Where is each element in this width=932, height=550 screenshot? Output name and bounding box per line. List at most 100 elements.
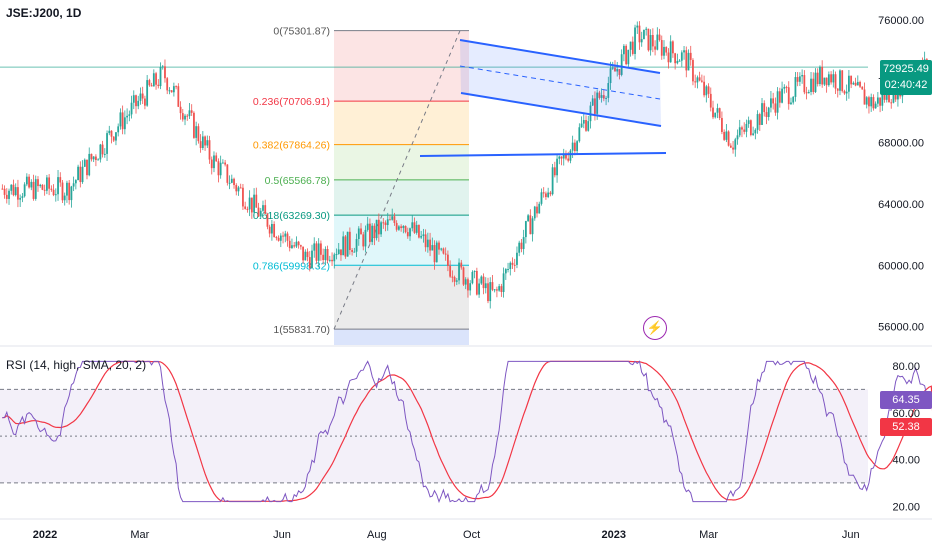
- candle-body: [108, 130, 111, 134]
- candle-body: [150, 85, 153, 87]
- candle-body: [155, 73, 157, 85]
- candle-body: [186, 115, 189, 117]
- candle-body: [854, 82, 857, 86]
- fib-zone-extension: [334, 329, 469, 345]
- candle-body: [467, 279, 469, 291]
- candle-body: [578, 127, 581, 142]
- candle-body: [618, 69, 621, 75]
- candle-body: [756, 114, 759, 130]
- candle-body: [447, 254, 449, 266]
- candle-body: [865, 97, 868, 105]
- candle-body: [74, 180, 77, 184]
- candle-body: [765, 112, 768, 118]
- candle-body: [649, 35, 652, 51]
- fib-trend-line: [333, 30, 461, 330]
- candle-body: [823, 77, 826, 85]
- candle-body: [473, 270, 476, 272]
- candle-body: [464, 279, 467, 285]
- candle-body: [362, 234, 365, 247]
- candle-body: [95, 156, 97, 161]
- candle-body: [262, 205, 264, 211]
- candle-body: [259, 210, 262, 217]
- candle-body: [645, 28, 648, 30]
- candle-body: [141, 93, 144, 99]
- candle-body: [288, 240, 291, 249]
- candle-body: [491, 282, 494, 290]
- candle-body: [335, 254, 338, 256]
- candle-body: [493, 289, 496, 291]
- candle-body: [395, 222, 398, 230]
- candle-body: [5, 194, 8, 199]
- candle-body: [536, 206, 538, 214]
- time-axis-tick: Jun: [273, 529, 291, 541]
- candle-body: [625, 45, 628, 65]
- time-axis-tick: 2023: [602, 529, 626, 541]
- candle-body: [848, 75, 850, 92]
- candle-body: [703, 81, 705, 96]
- candle-body: [674, 53, 677, 64]
- candle-body: [250, 197, 253, 213]
- candle-body: [883, 93, 886, 100]
- candle-body: [605, 97, 607, 99]
- candle-body: [678, 60, 681, 62]
- candle-body: [460, 262, 463, 268]
- candle-body: [861, 86, 864, 90]
- lightning-icon[interactable]: ⚡: [643, 316, 667, 340]
- candle-body: [736, 135, 739, 140]
- candle-body: [816, 72, 819, 85]
- candle-body: [758, 114, 761, 125]
- candle-body: [70, 186, 73, 201]
- candle-body: [322, 254, 325, 261]
- candle-body: [591, 98, 594, 106]
- candle-body: [304, 251, 307, 261]
- symbol-title[interactable]: JSE:J200, 1D: [6, 6, 82, 20]
- candle-body: [315, 243, 318, 261]
- candle-body: [805, 92, 808, 94]
- candle-body: [596, 92, 599, 114]
- candle-body: [868, 97, 870, 107]
- candle-body: [172, 86, 175, 93]
- candle-body: [783, 86, 786, 89]
- candle-body: [324, 249, 327, 261]
- candle-body: [727, 131, 730, 146]
- candle-body: [146, 80, 149, 106]
- candle-body: [328, 259, 331, 261]
- candle-body: [807, 92, 810, 94]
- candle-body: [431, 245, 434, 251]
- candle-body: [582, 119, 585, 124]
- candle-body: [228, 182, 231, 184]
- candle-body: [876, 97, 879, 104]
- candle-body: [734, 139, 737, 150]
- fib-level-label-0: 0(75301.87): [273, 26, 330, 38]
- candle-body: [215, 155, 218, 162]
- candle-body: [201, 136, 204, 148]
- candle-body: [611, 67, 614, 69]
- candle-body: [101, 144, 104, 155]
- candle-body: [77, 166, 79, 181]
- candle-body: [620, 54, 623, 75]
- candle-body: [498, 286, 501, 291]
- candle-body: [204, 136, 206, 146]
- candle-body: [41, 184, 44, 190]
- candle-body: [132, 95, 135, 103]
- candle-body: [380, 222, 382, 235]
- candle-body: [694, 81, 697, 83]
- candle-body: [400, 226, 403, 229]
- candle-body: [839, 70, 841, 91]
- candle-body: [729, 145, 732, 148]
- price-axis-tick: 68000.00: [878, 138, 924, 150]
- candle-body: [273, 224, 276, 238]
- rsi-indicator-title[interactable]: RSI (14, high, SMA, 20, 2): [6, 358, 147, 372]
- candle-body: [852, 82, 855, 85]
- fib-zone-5: [334, 265, 469, 330]
- candle-body: [282, 235, 284, 237]
- candle-body: [741, 127, 743, 130]
- candle-body: [716, 108, 719, 113]
- candle-body: [188, 110, 191, 117]
- candle-body: [52, 189, 55, 196]
- support-line: [419, 152, 667, 157]
- candle-body: [152, 73, 155, 87]
- candle-body: [556, 158, 558, 176]
- candle-body: [39, 184, 42, 187]
